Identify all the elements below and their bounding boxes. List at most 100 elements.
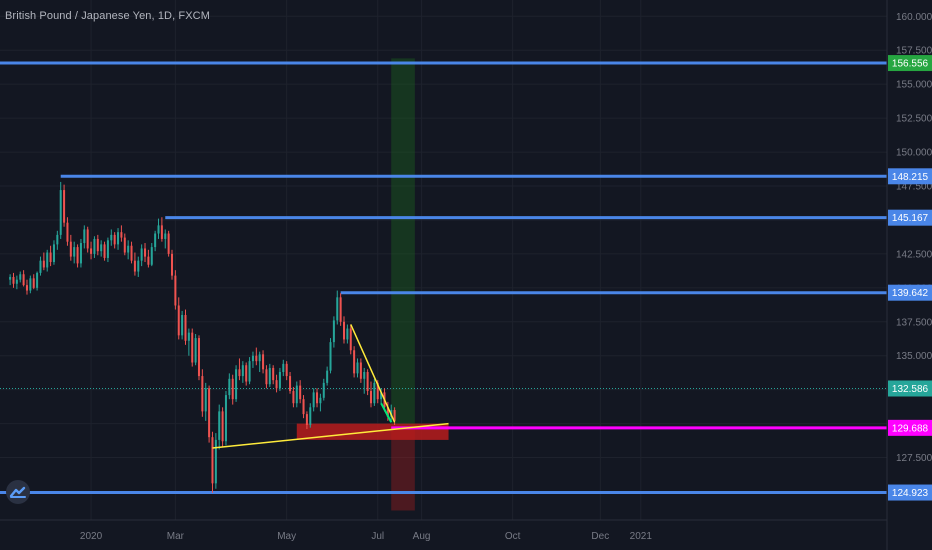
price-badge-156.556: [888, 55, 932, 72]
candle-body: [66, 222, 69, 242]
candle-body: [86, 229, 89, 249]
candle-body: [316, 392, 319, 404]
support-trendline[interactable]: [212, 422, 449, 449]
time-tick-label: Dec: [591, 531, 609, 542]
time-tick-label: May: [277, 531, 296, 542]
candle-body: [36, 272, 39, 288]
candle-body: [353, 350, 356, 374]
price-badge-129.688: [888, 419, 932, 436]
candle-body: [194, 338, 197, 363]
price-badge-text: 145.167: [892, 213, 929, 224]
candle-body: [177, 305, 180, 336]
candle-body: [96, 238, 99, 252]
price-badge-text: 148.215: [892, 172, 929, 183]
trendlines[interactable]: [212, 324, 449, 449]
price-tick-label: 127.500: [896, 453, 932, 464]
candle-body: [363, 372, 366, 379]
candle-body: [201, 376, 204, 412]
price-badge-text: 124.923: [892, 488, 929, 499]
candle-body: [285, 363, 288, 377]
candle-body: [197, 338, 200, 377]
time-tick-label: 2020: [80, 531, 103, 542]
candle-body: [110, 234, 113, 241]
price-badge-text: 139.642: [892, 288, 929, 299]
price-badge-132.586: [888, 380, 932, 397]
candle-body: [245, 365, 248, 382]
candle-body: [15, 279, 18, 284]
candle-body: [339, 297, 342, 322]
candle-body: [127, 245, 130, 253]
candle-body: [356, 362, 359, 374]
candle-body: [83, 229, 86, 244]
candle-body: [255, 355, 258, 362]
candle-body: [150, 247, 153, 265]
time-axis[interactable]: 2020 Mar May Jul Aug Oct Dec 2021: [80, 531, 652, 542]
candle-body: [241, 365, 244, 377]
candle-body: [373, 382, 376, 404]
candle-body: [160, 225, 163, 239]
candle-body: [120, 232, 123, 238]
candle-body: [295, 385, 298, 404]
long-target-zone: [391, 58, 415, 425]
candle-body: [231, 378, 234, 400]
candle-body: [235, 369, 238, 400]
candle-body: [238, 369, 241, 377]
candle-body: [268, 367, 271, 385]
candle-body: [73, 247, 76, 257]
candle-body: [221, 411, 224, 442]
candle-body: [204, 388, 207, 412]
candle-body: [174, 275, 177, 306]
candle-body: [278, 372, 281, 389]
price-tick-label: 137.500: [896, 317, 932, 328]
tradingview-logo[interactable]: [6, 480, 30, 504]
candle-body: [69, 241, 72, 257]
candle-body: [167, 233, 170, 254]
candle-body: [46, 252, 49, 268]
candle-body: [386, 407, 389, 417]
price-tick-label: 155.000: [896, 80, 932, 91]
candle-body: [187, 332, 190, 341]
candle-body: [29, 278, 32, 291]
candle-body: [329, 342, 332, 371]
candle-body: [181, 314, 184, 336]
time-tick-label: Mar: [167, 531, 185, 542]
candle-body: [39, 260, 42, 273]
candle-body: [130, 245, 133, 261]
candle-body: [144, 248, 147, 257]
time-tick-label: Oct: [505, 531, 521, 542]
candle-body: [63, 190, 66, 223]
horizontal-levels[interactable]: [0, 61, 887, 495]
candle-body: [103, 244, 106, 258]
candle-body: [154, 233, 157, 248]
candle-body: [32, 278, 35, 288]
price-badge-text: 156.556: [892, 59, 929, 70]
resistance-trendline[interactable]: [350, 324, 396, 423]
price-badge-145.167: [888, 209, 932, 226]
time-tick-label: 2021: [630, 531, 653, 542]
price-badge-139.642: [888, 284, 932, 301]
candle-body: [218, 411, 221, 440]
candle-body: [49, 252, 52, 263]
logo-icon: [9, 486, 26, 498]
candle-body: [117, 232, 120, 245]
candle-body: [302, 399, 305, 415]
candle-body: [147, 256, 150, 265]
candle-body: [359, 362, 362, 379]
candle-body: [336, 297, 339, 321]
candle-body: [369, 391, 373, 404]
price-tick-label: 152.500: [896, 114, 932, 125]
candle-body: [228, 378, 231, 396]
candle-body: [282, 363, 285, 373]
candle-body: [380, 392, 383, 400]
projection-path[interactable]: [380, 402, 393, 423]
price-tick-label: 157.500: [896, 46, 932, 57]
candle-body: [319, 397, 322, 404]
candle-body: [12, 276, 15, 284]
candle-body: [305, 414, 308, 425]
candle-body: [332, 320, 335, 343]
candle-body: [265, 369, 268, 385]
candle-body: [137, 260, 140, 272]
candle-body: [191, 332, 194, 363]
candle-body: [184, 314, 187, 341]
